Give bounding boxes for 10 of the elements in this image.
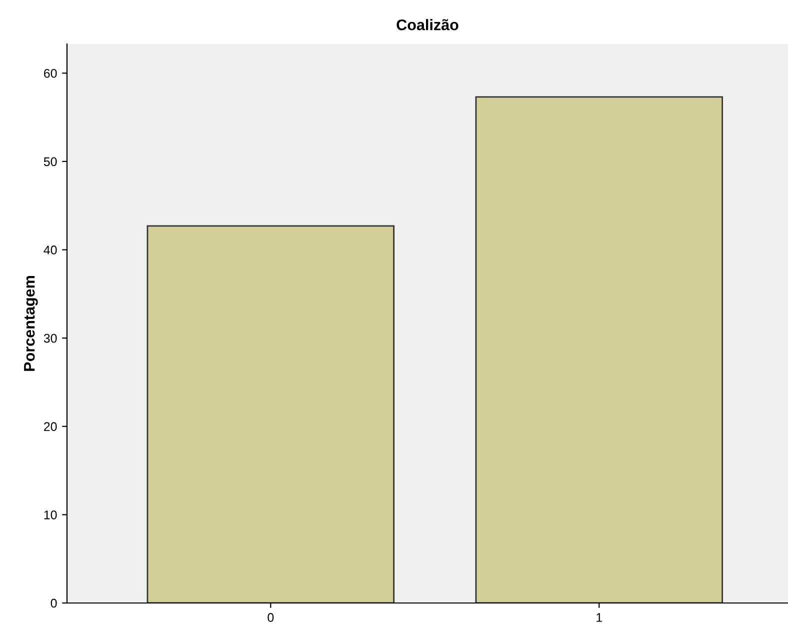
y-tick-label: 40	[44, 246, 57, 254]
y-tick-label: 60	[44, 68, 57, 78]
y-tick-label: 50	[44, 157, 57, 166]
y-tick-label: 10	[44, 510, 57, 520]
y-axis-title: Porcentagem	[24, 276, 38, 371]
y-tick-label: 20	[44, 422, 57, 432]
x-tick-label: 1	[596, 613, 602, 622]
y-tick-label: 0	[50, 598, 57, 608]
y-tick-label: 30	[44, 334, 57, 343]
chart-title: Coalizão	[396, 19, 458, 30]
